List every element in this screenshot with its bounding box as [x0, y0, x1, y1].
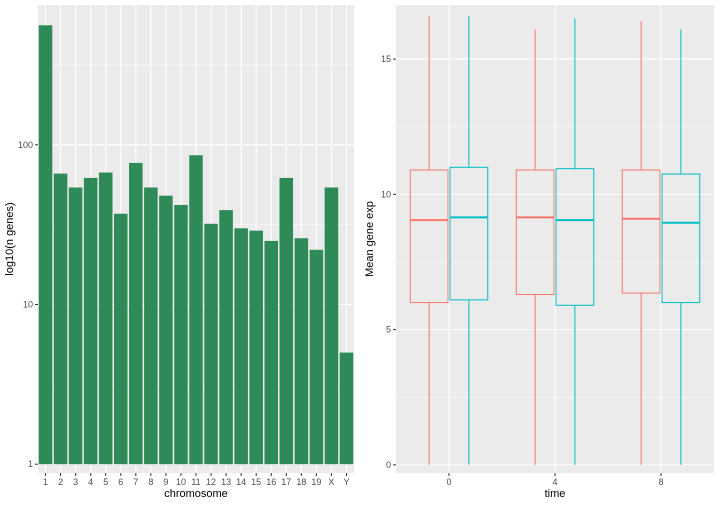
bar-chart-y-axis-label: log10(n genes): [4, 202, 16, 275]
box-iqr: [621, 169, 661, 294]
x-tick-label: 10: [176, 477, 186, 487]
box-iqr: [661, 173, 701, 304]
box-iqr: [515, 169, 555, 295]
bar-chr-2: [53, 173, 68, 465]
bar-chr-Y: [339, 352, 354, 465]
x-tick-label: 15: [251, 477, 261, 487]
x-tick-label: 7: [133, 477, 138, 487]
box-plot-gridlines: [396, 5, 714, 473]
bar-chr-9: [159, 195, 173, 465]
box-time-4-series-2: [555, 18, 595, 465]
bar-chr-15: [249, 230, 263, 465]
x-tick-label: 3: [73, 477, 78, 487]
bar-chart-y-ticks: 1 10 100: [18, 140, 38, 469]
bar-chr-18: [294, 238, 309, 465]
box-time-8-series-1: [621, 21, 661, 465]
box-iqr: [449, 166, 489, 301]
bar-chart-bars: [38, 25, 354, 465]
x-tick-label: 2: [58, 477, 63, 487]
bar-chr-X: [324, 187, 339, 465]
bar-chr-6: [113, 213, 128, 465]
x-tick-label: 14: [236, 477, 246, 487]
x-tick-label: 0: [446, 477, 451, 487]
y-tick-label: 15: [381, 54, 391, 64]
x-tick-label: 13: [221, 477, 231, 487]
box-time-8-series-2: [661, 29, 701, 465]
box-iqr: [409, 169, 449, 304]
bar-chr-19: [309, 249, 324, 465]
y-tick-label: 10: [23, 299, 33, 309]
x-tick-label: 6: [118, 477, 123, 487]
x-tick-label: 4: [552, 477, 557, 487]
bar-chr-4: [83, 177, 98, 465]
x-tick-label: 18: [296, 477, 306, 487]
bar-chr-12: [204, 223, 218, 465]
box-time-4-series-1: [515, 29, 555, 465]
x-tick-label: 11: [191, 477, 200, 487]
bar-chr-10: [174, 204, 188, 465]
x-tick-label: 9: [163, 477, 168, 487]
bar-chr-16: [264, 240, 279, 465]
bar-chr-5: [98, 172, 113, 465]
x-tick-label: Y: [343, 477, 349, 487]
box-plot-y-axis-label: Mean gene exp: [364, 201, 376, 277]
x-tick-label: 8: [148, 477, 153, 487]
bar-chr-3: [68, 187, 83, 465]
x-tick-label: 4: [88, 477, 93, 487]
x-tick-label: 1: [43, 477, 48, 487]
bar-chr-8: [144, 187, 158, 465]
bar-chr-17: [279, 177, 294, 465]
x-tick-label: 19: [311, 477, 321, 487]
box-iqr: [555, 168, 595, 306]
x-tick-label: X: [328, 477, 334, 487]
box-time-0-series-1: [409, 15, 449, 465]
y-tick-label: 1: [28, 459, 33, 469]
bar-chr-1: [38, 25, 53, 465]
box-plot: 0 5 10 15 0 4 8 time Mean gene exp: [364, 5, 714, 500]
bar-chr-7: [129, 162, 143, 465]
bar-chr-13: [219, 210, 233, 465]
bar-chart-x-axis-label: chromosome: [164, 488, 228, 500]
bar-chart-x-ticks: 1 2 3 4 5 6 7 8 9 10 11 12 13 14 15 16 17 18 19 X Y: [43, 473, 349, 487]
box-time-0-series-2: [449, 15, 489, 465]
x-tick-label: 5: [103, 477, 108, 487]
y-tick-label: 5: [386, 325, 391, 335]
y-tick-label: 100: [18, 140, 33, 150]
x-tick-label: 12: [206, 477, 216, 487]
x-tick-label: 17: [281, 477, 291, 487]
box-plot-y-ticks: 0 5 10 15: [381, 54, 396, 470]
x-tick-label: 16: [266, 477, 276, 487]
y-tick-label: 10: [381, 189, 391, 199]
bar-chr-11: [189, 155, 203, 465]
y-tick-label: 0: [386, 460, 391, 470]
box-plot-x-ticks: 0 4 8: [446, 473, 664, 487]
bar-chr-14: [234, 228, 248, 465]
box-plot-boxes: [409, 15, 701, 465]
box-plot-x-axis-label: time: [545, 488, 566, 500]
x-tick-label: 8: [658, 477, 663, 487]
